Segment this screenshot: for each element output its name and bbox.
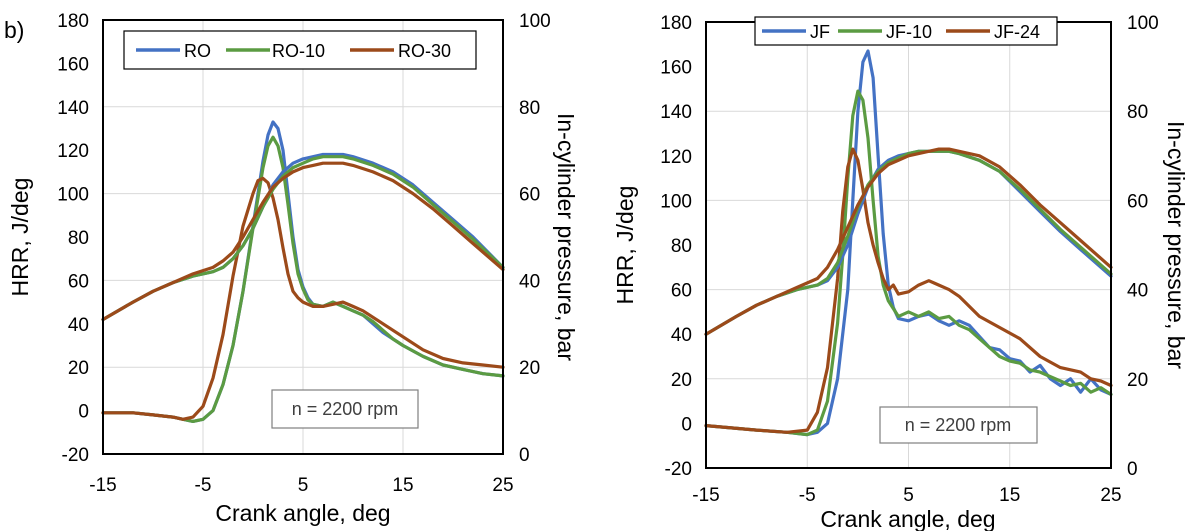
y-tick-label: 20 bbox=[68, 358, 89, 379]
series-group-right bbox=[704, 49, 1113, 437]
y2-tick-label: 40 bbox=[519, 271, 540, 292]
y2-tick-label: 100 bbox=[1127, 13, 1159, 34]
x-tick-label: -15 bbox=[692, 485, 719, 506]
legend-label-jf: JF bbox=[810, 22, 830, 42]
legend-right: JF JF-10 JF-24 bbox=[754, 16, 1058, 46]
y-axis-title-left: HRR, J/deg bbox=[7, 178, 33, 297]
series-line-jf-24-hrr bbox=[704, 147, 1113, 434]
y-tick-label: 0 bbox=[681, 414, 692, 435]
x-axis-title-right: Crank angle, deg bbox=[820, 506, 995, 531]
grid-left bbox=[102, 19, 504, 455]
y2-tick-label: 80 bbox=[519, 98, 540, 119]
y-tick-label: 60 bbox=[68, 271, 89, 292]
grid-right bbox=[705, 21, 1112, 469]
y2-tick-label: 60 bbox=[519, 185, 540, 206]
legend-label-ro-10: RO-10 bbox=[272, 41, 325, 61]
series-line-jf-24-pressure bbox=[704, 147, 1113, 336]
y2-tick-label: 80 bbox=[1127, 102, 1148, 123]
x-tick-label: 5 bbox=[298, 475, 309, 496]
y2-tick-label: 40 bbox=[1127, 281, 1148, 302]
y-tick-label: 80 bbox=[671, 236, 692, 257]
series-line-ro-30-hrr bbox=[101, 176, 505, 421]
y-tick-label: 100 bbox=[660, 191, 692, 212]
y-tick-label: 80 bbox=[68, 228, 89, 249]
y-tick-label: 180 bbox=[57, 11, 89, 32]
chart-left: -20 0 20 40 60 80 100 120 140 160 180 0 20 40 60 80 100… bbox=[7, 11, 579, 526]
y-tick-label: 120 bbox=[660, 147, 692, 168]
y-tick-labels-right: -20 0 20 40 60 80 100 120 140 160 180 bbox=[660, 13, 692, 480]
x-tick-label: 25 bbox=[492, 475, 513, 496]
series-line-ro-10-hrr bbox=[101, 135, 505, 423]
y2-tick-labels-left: 0 20 40 60 80 100 bbox=[519, 11, 551, 466]
annotation-text-left: n = 2200 rpm bbox=[292, 399, 399, 419]
y-tick-label: 60 bbox=[671, 281, 692, 302]
y-tick-label: 160 bbox=[660, 58, 692, 79]
y-tick-label: 0 bbox=[78, 402, 89, 423]
x-tick-label: 15 bbox=[392, 475, 413, 496]
y-tick-label: 100 bbox=[57, 185, 89, 206]
series-line-ro-30-pressure bbox=[101, 161, 505, 322]
y2-tick-label: 20 bbox=[1127, 370, 1148, 391]
legend-box-right bbox=[754, 16, 1058, 46]
x-tick-label: 15 bbox=[999, 485, 1020, 506]
series-line-jf-10-hrr bbox=[704, 89, 1113, 437]
y-tick-label: 160 bbox=[57, 54, 89, 75]
y-tick-label: 120 bbox=[57, 141, 89, 162]
legend-left: RO RO-10 RO-30 bbox=[123, 30, 477, 70]
y-tick-labels-left: -20 0 20 40 60 80 100 120 140 160 180 bbox=[57, 11, 89, 466]
legend-label-ro: RO bbox=[184, 41, 211, 61]
y2-tick-labels-right: 0 20 40 60 80 100 bbox=[1127, 13, 1159, 480]
series-group-left bbox=[101, 120, 505, 423]
y2-axis-title-left: In-cylinder pressure, bar bbox=[553, 113, 579, 361]
y2-tick-label: 20 bbox=[519, 358, 540, 379]
annotation-box-left bbox=[271, 389, 419, 429]
chart-right: -20 0 20 40 60 80 100 120 140 160 180 0 20 40 60 80 100… bbox=[612, 13, 1189, 531]
y-tick-label: 40 bbox=[68, 315, 89, 336]
y-tick-label: 140 bbox=[660, 102, 692, 123]
legend-label-jf-10: JF-10 bbox=[886, 22, 932, 42]
annotation-left: n = 2200 rpm bbox=[271, 389, 419, 429]
y2-axis-title-right: In-cylinder pressure, bar bbox=[1163, 121, 1189, 369]
y-tick-label: 40 bbox=[671, 325, 692, 346]
series-line-ro-10-pressure bbox=[101, 155, 505, 322]
y-tick-label: -20 bbox=[665, 459, 692, 480]
y-axis-title-right: HRR, J/deg bbox=[612, 186, 638, 305]
y2-tick-label: 60 bbox=[1127, 191, 1148, 212]
annotation-text-right: n = 2200 rpm bbox=[905, 415, 1012, 435]
legend-box-left bbox=[123, 30, 477, 70]
y-tick-label: 140 bbox=[57, 98, 89, 119]
annotation-right: n = 2200 rpm bbox=[879, 406, 1038, 444]
x-tick-label: -5 bbox=[195, 475, 212, 496]
x-tick-label: 5 bbox=[903, 485, 914, 506]
x-tick-label: 25 bbox=[1100, 485, 1121, 506]
x-axis-title-left: Crank angle, deg bbox=[215, 500, 390, 526]
x-tick-labels-left: -15 -5 5 15 25 bbox=[89, 475, 513, 496]
y2-tick-label: 100 bbox=[519, 11, 551, 32]
x-tick-labels-right: -15 -5 5 15 25 bbox=[692, 485, 1121, 506]
panel-label: b) bbox=[4, 17, 24, 43]
y-tick-label: -20 bbox=[62, 445, 89, 466]
y-tick-label: 20 bbox=[671, 370, 692, 391]
legend-label-ro-30: RO-30 bbox=[398, 41, 451, 61]
y-tick-label: 180 bbox=[660, 13, 692, 34]
legend-label-jf-24: JF-24 bbox=[994, 22, 1040, 42]
y2-tick-label: 0 bbox=[519, 445, 530, 466]
series-line-jf-10-pressure bbox=[704, 149, 1113, 336]
y2-tick-label: 0 bbox=[1127, 459, 1138, 480]
x-tick-label: -15 bbox=[89, 475, 116, 496]
plot-frame-left bbox=[102, 19, 504, 455]
annotation-box-right bbox=[879, 406, 1038, 444]
x-tick-label: -5 bbox=[799, 485, 816, 506]
